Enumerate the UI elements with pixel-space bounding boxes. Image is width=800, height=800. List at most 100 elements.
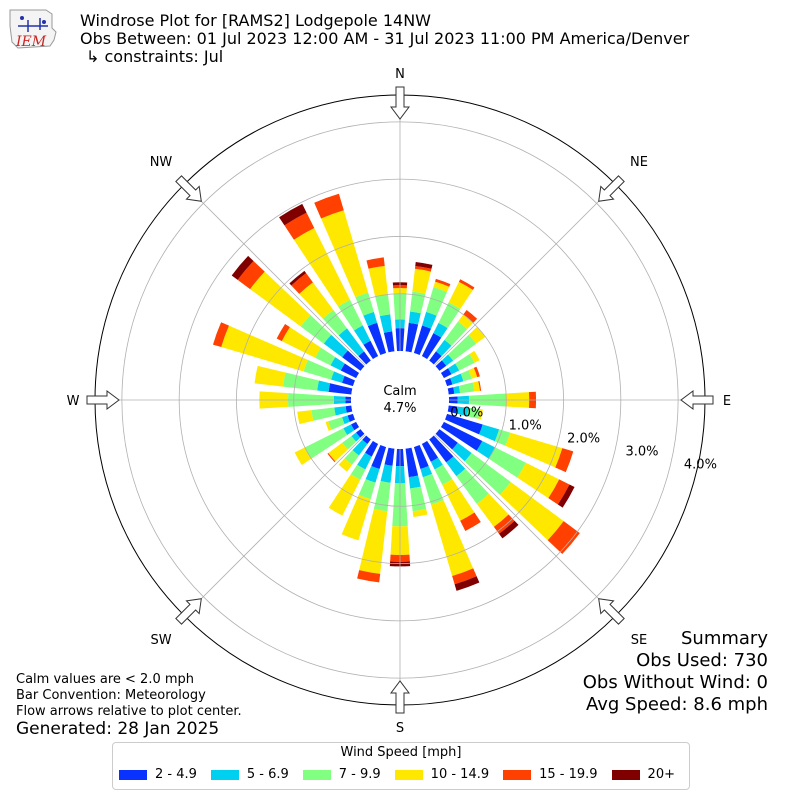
petal-segment (447, 405, 458, 414)
petal-segment (380, 464, 393, 483)
petal-segment (279, 203, 307, 226)
chart-subtitle: Obs Between: 01 Jul 2023 12:00 AM - 31 J… (80, 29, 690, 48)
petal-segment (447, 387, 455, 395)
petal-segment (458, 279, 475, 290)
petal-segment (221, 325, 308, 372)
petal-segment (426, 287, 447, 316)
summary-avg-speed: Avg Speed: 8.6 mph (586, 694, 768, 715)
petal-segment (499, 481, 564, 541)
petal-segment (548, 479, 570, 505)
petal-segment (327, 452, 336, 463)
grid-spoke (184, 434, 366, 616)
petal-segment (414, 265, 432, 272)
petal-segment (363, 340, 379, 360)
petal-segment (325, 421, 332, 431)
petal-segment (303, 359, 335, 380)
iem-logo: IEM (6, 6, 60, 52)
direction-label: NE (630, 155, 648, 170)
petal-segment (434, 464, 453, 485)
petal-segment (314, 193, 344, 219)
petal-segment (351, 432, 361, 442)
flow-arrow-icon (390, 680, 410, 714)
calm-label: Calm (383, 384, 416, 399)
petal-segment (351, 421, 360, 431)
svg-text:IEM: IEM (15, 34, 47, 50)
petal-segment (505, 432, 563, 468)
flow-arrow-icon (175, 598, 202, 625)
legend-swatch (210, 769, 239, 780)
petal-segment (469, 350, 480, 363)
petal-segment (338, 299, 363, 331)
petal-segment (448, 334, 477, 361)
legend-item: 20+ (611, 767, 675, 782)
petal-segment (420, 465, 433, 478)
petal-segment (383, 331, 395, 353)
petal-segment (464, 452, 511, 495)
notes-block: Calm values are < 2.0 mph Bar Convention… (16, 672, 242, 720)
petal-segment (281, 327, 321, 358)
legend-label: 20+ (647, 767, 675, 782)
petal-segment (453, 385, 461, 394)
petal-segment (353, 325, 371, 345)
petal-segment (429, 435, 454, 463)
petal-segment (422, 473, 444, 505)
petal-segment (440, 421, 483, 451)
petal-segment (368, 265, 388, 297)
petal-segment (557, 484, 575, 508)
petal-segment (408, 475, 421, 489)
petal-segment (444, 413, 483, 435)
petal-segment (373, 481, 391, 512)
petal-segment (467, 407, 480, 419)
petal-segment (328, 442, 348, 462)
petal-segment (430, 500, 474, 577)
petal-segment (363, 311, 378, 327)
petal-segment (415, 261, 433, 269)
legend-swatch (611, 769, 640, 780)
petal-segment (493, 514, 515, 534)
legend-item: 5 - 6.9 (210, 767, 289, 782)
petal-segment (231, 255, 254, 280)
legend-items: 2 - 4.9 5 - 6.9 7 - 9.9 10 - 14.9 15 - 19.9 2… (119, 767, 689, 782)
flow-arrows-note: Flow arrows relative to plot center. (16, 704, 242, 719)
petal-segment (343, 424, 355, 435)
petal-segment (410, 486, 427, 512)
petal-segment (413, 325, 431, 356)
petal-segment (410, 291, 426, 314)
petal-segment (412, 268, 431, 294)
petal-segment (405, 322, 419, 353)
direction-label: SW (150, 633, 171, 648)
petal-segment (342, 435, 357, 450)
petal-segment (328, 474, 361, 516)
petal-segment (366, 257, 385, 269)
petal-segment (338, 458, 353, 472)
petal-segment (321, 210, 369, 298)
flow-arrow-icon (175, 175, 202, 202)
petal-segment (422, 311, 437, 329)
petal-segment (338, 328, 365, 357)
summary-obs-used: Obs Used: 730 (636, 650, 768, 671)
radial-tick-labels: 0.0% 1.0% 2.0% 3.0% 4.0% (450, 406, 717, 473)
legend-item: 15 - 19.9 (503, 767, 598, 782)
petal-segment (441, 354, 454, 366)
summary-obs-without-wind: Obs Without Wind: 0 (582, 672, 768, 693)
petal-segment (458, 314, 474, 330)
legend-swatch (119, 769, 147, 780)
petal-segment (476, 493, 509, 527)
petal-segment (283, 372, 319, 391)
legend-label: 10 - 14.9 (430, 767, 490, 782)
legend-swatch (503, 769, 532, 780)
petal-segment (328, 417, 345, 430)
petal-segment (478, 409, 483, 420)
legend-item: 2 - 4.9 (119, 767, 197, 782)
petal-segment (452, 442, 472, 462)
grid-spoke (434, 184, 616, 366)
petal-segment (384, 447, 395, 466)
petal-segment (350, 464, 366, 480)
petal-segment (433, 322, 448, 338)
petal-segment (367, 322, 387, 356)
legend-swatch (394, 769, 423, 780)
petal-segment (421, 333, 442, 360)
petal-segment (456, 406, 469, 417)
petal-segment (454, 576, 480, 591)
